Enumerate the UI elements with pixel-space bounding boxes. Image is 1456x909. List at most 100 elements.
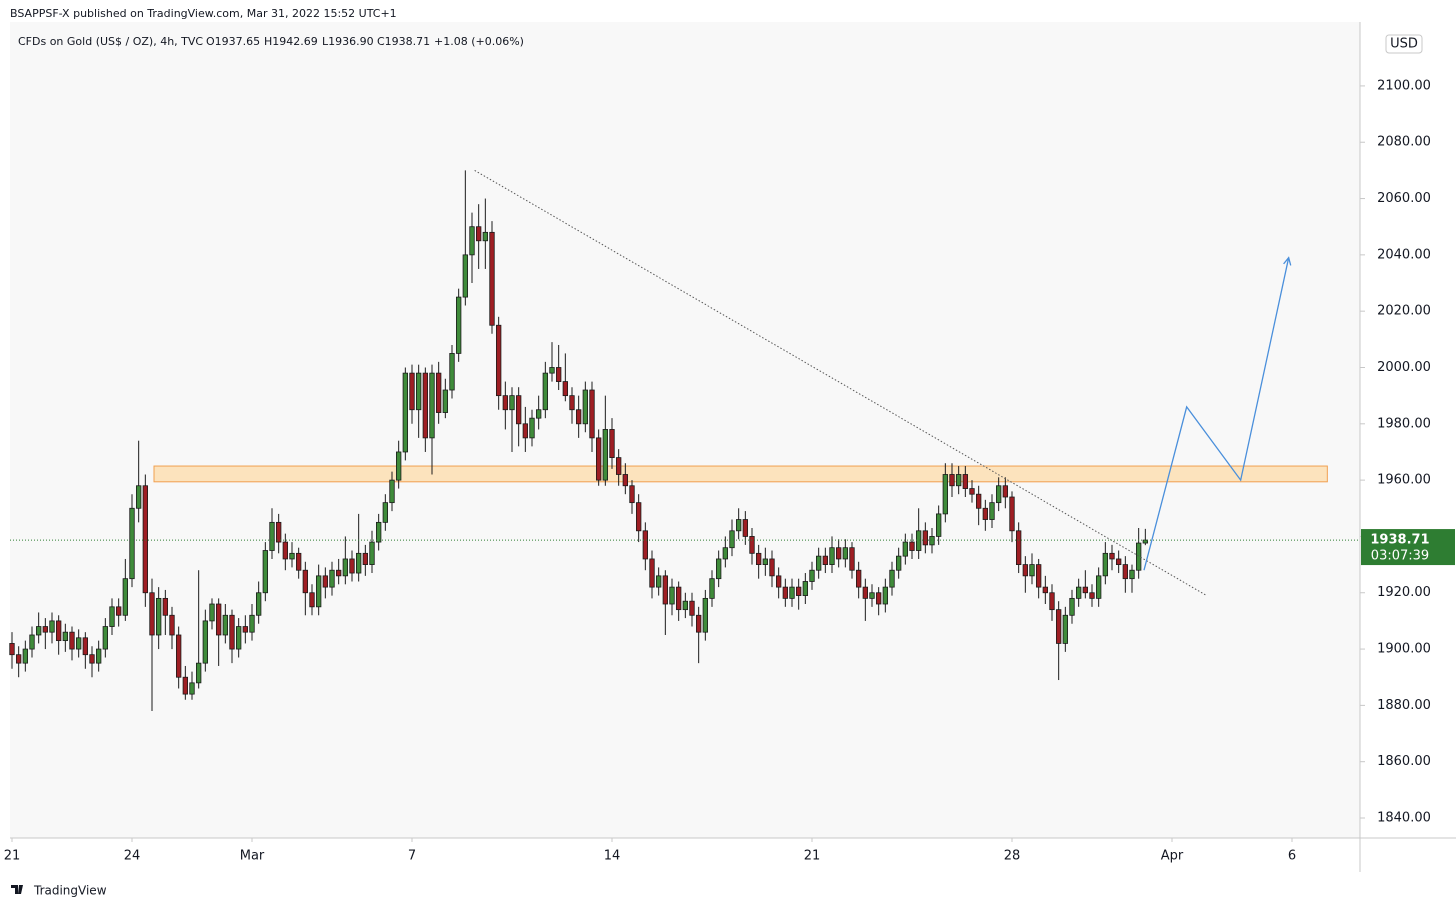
- candle-body: [862, 586, 868, 599]
- candle-body: [996, 485, 1002, 504]
- candle-body: [1089, 592, 1095, 599]
- legend-open: O1937.65: [206, 35, 260, 48]
- candle-body: [129, 507, 135, 580]
- candle-body: [455, 296, 462, 354]
- candle-body: [335, 569, 342, 577]
- candle-body: [849, 547, 855, 571]
- symbol: CFDs on Gold (US$ / OZ), 4h, TVC: [18, 35, 203, 48]
- candle-body: [49, 620, 55, 633]
- candle-body: [229, 614, 235, 650]
- candle-body: [235, 626, 242, 650]
- candle-body: [629, 485, 635, 504]
- trendline: [474, 169, 1207, 596]
- candle-body: [876, 592, 882, 605]
- candle-body: [242, 626, 248, 633]
- candle-body: [482, 231, 489, 242]
- countdown: 03:07:39: [1371, 549, 1429, 564]
- candle-body: [122, 578, 128, 616]
- candle-body: [349, 558, 355, 574]
- candle-body: [1062, 614, 1068, 644]
- candle-body: [1076, 586, 1082, 599]
- candle-body: [1022, 564, 1028, 577]
- candle-body: [656, 575, 662, 588]
- candle-body: [189, 682, 195, 695]
- y-tick-label: 2100.00: [1377, 78, 1431, 93]
- candle-body: [556, 367, 562, 382]
- candle-body: [522, 423, 528, 439]
- x-tick-label: 28: [1004, 849, 1021, 864]
- candle-body: [222, 614, 228, 636]
- logo: [11, 885, 23, 894]
- x-tick-label: 21: [4, 849, 21, 864]
- candle-body: [562, 381, 568, 397]
- candle-body: [776, 575, 782, 588]
- y-tick-label: 2080.00: [1377, 135, 1431, 150]
- candle-body: [195, 662, 202, 684]
- candle-body: [62, 631, 68, 642]
- candle-body: [616, 457, 622, 475]
- candle-body: [529, 417, 535, 439]
- candle-body: [495, 324, 502, 397]
- candle-body: [802, 581, 808, 596]
- currency-box[interactable]: [1385, 34, 1423, 54]
- candle-body: [1082, 586, 1088, 594]
- candle-body: [696, 614, 702, 633]
- candle-body: [716, 558, 722, 580]
- currency[interactable]: USD: [1390, 37, 1418, 52]
- y-tick-label: 1860.00: [1377, 754, 1431, 769]
- candle-body: [709, 578, 715, 599]
- candle-body: [969, 488, 975, 495]
- candle-body: [302, 569, 309, 594]
- candle-body: [29, 634, 35, 650]
- candle-body: [475, 226, 482, 242]
- candle-body: [576, 409, 582, 425]
- candle-body: [96, 648, 102, 664]
- candle-body: [582, 389, 588, 425]
- candle-body: [469, 226, 475, 256]
- candle-body: [542, 372, 548, 411]
- candle-body: [36, 626, 42, 636]
- candle-body: [622, 474, 628, 487]
- candle-body: [1016, 530, 1022, 565]
- candle-body: [342, 558, 349, 577]
- candle-body: [956, 474, 962, 487]
- candle-body: [149, 592, 155, 636]
- candle-body: [82, 637, 88, 656]
- candle-body: [569, 395, 575, 411]
- candle-body: [1142, 539, 1148, 544]
- candle-body: [1129, 569, 1135, 580]
- candle-body: [642, 530, 648, 560]
- candle-body: [722, 547, 728, 560]
- candle-body: [315, 575, 322, 608]
- candle-body: [15, 654, 22, 664]
- candle-body: [736, 519, 742, 532]
- candle-body: [762, 558, 768, 565]
- candle-body: [442, 389, 449, 413]
- candle-body: [375, 521, 382, 543]
- candle-body: [869, 592, 875, 599]
- candle-body: [215, 603, 222, 636]
- candle-body: [1002, 485, 1008, 498]
- candle-body: [796, 586, 802, 596]
- candle-body: [449, 353, 455, 391]
- candle-body: [369, 541, 375, 565]
- candle-body: [842, 547, 848, 560]
- candle-body: [662, 575, 668, 605]
- plot-area: [10, 22, 1360, 838]
- candle-body: [602, 429, 608, 481]
- candle-body: [649, 558, 655, 588]
- candle-body: [909, 541, 915, 551]
- candle-body: [856, 569, 862, 588]
- candle-body: [1042, 586, 1048, 594]
- candle-body: [922, 530, 928, 546]
- candle-body: [916, 530, 922, 551]
- candle-body: [435, 372, 442, 413]
- candle-body: [669, 586, 675, 605]
- candle-body: [742, 519, 748, 537]
- candle-body: [255, 592, 262, 616]
- candle-body: [982, 507, 988, 520]
- candle-body: [889, 569, 895, 588]
- y-tick-label: 1840.00: [1377, 811, 1431, 826]
- candle-body: [949, 474, 955, 487]
